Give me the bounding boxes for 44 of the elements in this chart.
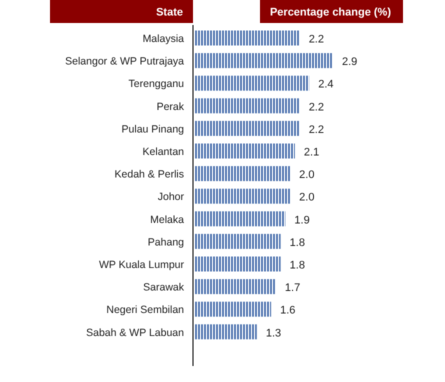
data-label: 1.9 <box>294 214 310 226</box>
bar <box>195 324 257 340</box>
data-label: 2.9 <box>342 56 358 68</box>
bar <box>195 30 300 46</box>
bar <box>195 120 300 136</box>
y-tick-label: Sarawak <box>143 282 185 294</box>
bar <box>195 302 272 317</box>
data-label: 2.4 <box>318 78 334 91</box>
bar <box>195 234 281 249</box>
data-label: 1.8 <box>290 260 305 272</box>
y-tick-label: Terengganu <box>128 78 184 90</box>
y-tick-label: Kelantan <box>142 146 184 158</box>
bar <box>195 166 290 182</box>
data-label: 2.2 <box>308 34 324 46</box>
bar <box>195 279 276 294</box>
y-tick-label: Malaysia <box>142 33 184 45</box>
data-label: 1.7 <box>284 282 300 294</box>
y-tick-label: Selangor & WP Putrajaya <box>65 56 184 68</box>
bar <box>195 76 310 91</box>
bar <box>195 53 333 68</box>
bar <box>195 144 295 158</box>
data-label: 1.3 <box>266 327 282 340</box>
y-tick-label: WP Kuala Lumpur <box>98 259 185 271</box>
y-tick-label: Negeri Sembilan <box>106 304 184 316</box>
y-tick-label: Johor <box>158 191 185 204</box>
data-label: 2.0 <box>299 169 314 182</box>
y-tick-label: Pahang <box>148 236 184 248</box>
y-tick-label: Perak <box>156 100 185 113</box>
data-label: 2.1 <box>304 146 320 158</box>
x-axis-title: Percentage change (%) <box>270 6 392 18</box>
data-label: 1.8 <box>290 236 305 249</box>
y-tick-label: Kedah & Perlis <box>114 168 184 181</box>
y-tick-label: Melaka <box>150 214 184 226</box>
bar <box>195 211 286 226</box>
y-axis-title: State <box>156 6 183 18</box>
data-label: 2.0 <box>299 192 314 204</box>
bar <box>195 188 290 204</box>
data-label: 1.6 <box>280 304 296 317</box>
bar <box>195 98 300 114</box>
y-tick-label: Sabah & WP Labuan <box>86 326 184 339</box>
data-label: 2.2 <box>308 124 324 136</box>
bar <box>195 256 281 272</box>
y-tick-label: Pulau Pinang <box>122 123 184 136</box>
data-label: 2.2 <box>308 101 324 114</box>
